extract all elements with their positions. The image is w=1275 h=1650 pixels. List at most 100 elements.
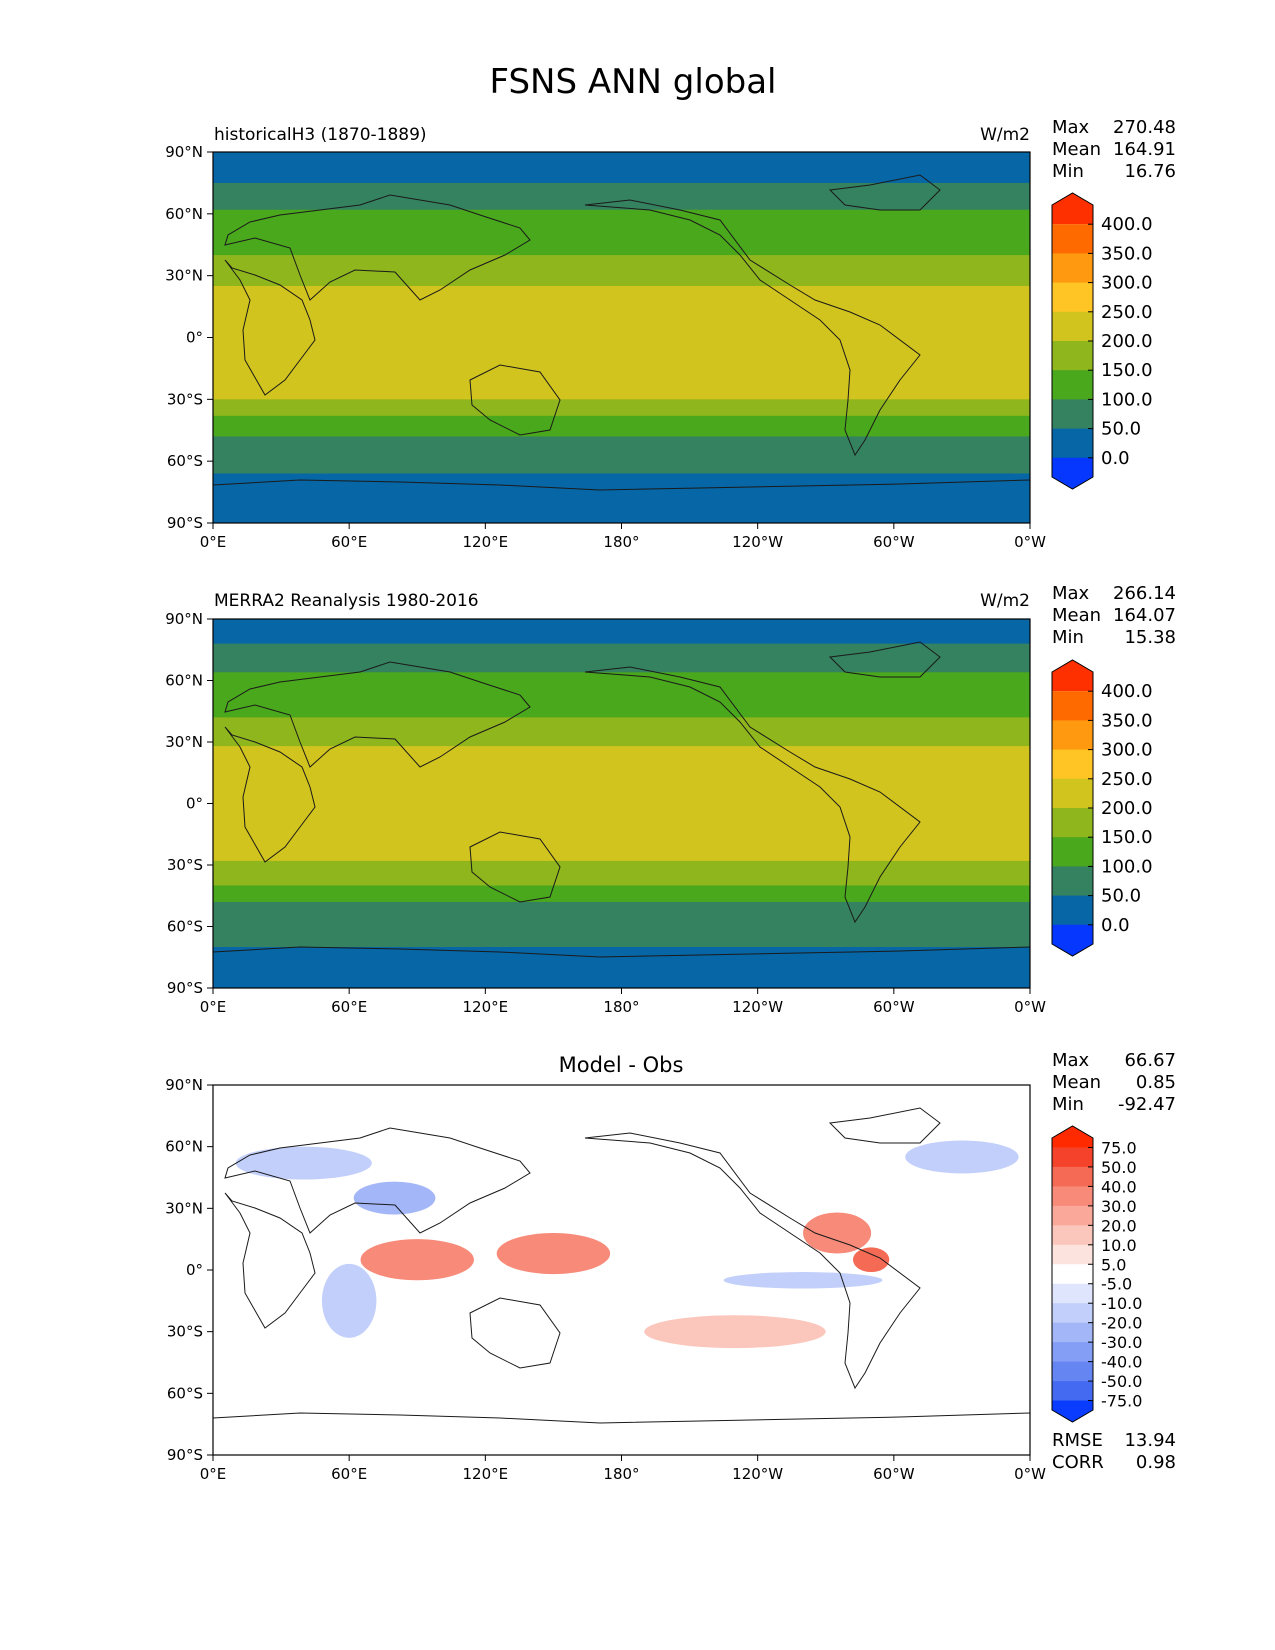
field-band: [213, 701, 1030, 718]
y-tick-label: 60°S: [167, 452, 203, 470]
anomaly-blob: [905, 1140, 1019, 1174]
colorbar-extend-low: [1052, 457, 1093, 489]
field-band: [213, 182, 1030, 211]
colorbar-label: 30.0: [1101, 1197, 1137, 1216]
colorbar-label: -20.0: [1101, 1314, 1142, 1333]
colorbar-label: 250.0: [1101, 302, 1153, 323]
stat-label: Max: [1052, 1050, 1090, 1071]
field-band: [213, 473, 1030, 523]
x-tick-label: 60°W: [873, 998, 915, 1016]
colorbar-outline: [1051, 659, 1094, 957]
colorbar-segment: [1052, 1283, 1093, 1304]
colorbar-segment: [1052, 866, 1093, 896]
y-tick-label: 30°S: [167, 856, 203, 874]
y-tick-label: 0°: [186, 1261, 203, 1279]
colorbar-extend-high: [1052, 1126, 1093, 1148]
colorbar-segment: [1052, 720, 1093, 750]
stat-label: Min: [1052, 1094, 1084, 1115]
stat-value: 66.67: [1124, 1050, 1176, 1071]
x-tick-label: 0°E: [200, 1465, 227, 1483]
y-tick-label: 30°N: [165, 1199, 203, 1217]
colorbar-segment: [1052, 895, 1093, 926]
colorbar-label: 150.0: [1101, 360, 1153, 381]
map-field: [213, 152, 1030, 523]
y-ticks: 90°N 60°N 30°N 0° 30°S 60°S 90°S: [165, 610, 213, 997]
colorbar-segment: [1052, 224, 1093, 254]
colorbar-label: 350.0: [1101, 243, 1153, 264]
colorbar-segment: [1052, 311, 1093, 342]
colorbar-segment: [1052, 691, 1093, 721]
x-tick-label: 60°E: [331, 998, 367, 1016]
colorbar-label: 100.0: [1101, 389, 1153, 410]
colorbar-segment: [1052, 1361, 1093, 1382]
y-tick-label: 30°S: [167, 1323, 203, 1341]
colorbar-segment: [1052, 341, 1093, 371]
colorbar-label: 150.0: [1101, 827, 1153, 848]
colorbar-extend-high: [1052, 193, 1093, 225]
corr-value: 0.98: [1136, 1452, 1176, 1473]
stat-label: Min: [1052, 627, 1084, 648]
colorbar-segment: [1052, 1264, 1093, 1285]
y-tick-label: 60°N: [165, 672, 203, 690]
y-tick-label: 30°N: [165, 733, 203, 751]
x-tick-label: 120°E: [463, 1465, 509, 1483]
stat-value: -92.47: [1118, 1094, 1176, 1115]
x-tick-label: 120°W: [732, 533, 783, 551]
colorbar: 75.050.040.030.020.010.05.0-5.0-10.0-20.…: [1051, 1125, 1142, 1423]
colorbar: 400.0 350.0 300.0 250.0 200.0 150.0 100.0 50.0 0…: [1051, 192, 1153, 490]
panel-title: MERRA2 Reanalysis 1980-2016: [214, 591, 479, 611]
field-band: [213, 415, 1030, 437]
figure-title: FSNS ANN global: [490, 62, 777, 102]
y-tick-label: 90°N: [165, 1076, 203, 1094]
y-tick-label: 90°N: [165, 610, 203, 628]
colorbar-segment: [1052, 1147, 1093, 1168]
x-tick-label: 0°W: [1014, 1465, 1046, 1483]
field-band: [213, 947, 1030, 988]
x-tick-label: 0°E: [200, 533, 227, 551]
field-band: [213, 717, 1030, 747]
stat-value: 15.38: [1124, 627, 1176, 648]
coastlines: [213, 174, 1030, 491]
colorbar-label: 400.0: [1101, 681, 1153, 702]
stats: Max 66.67 Mean 0.85 Min -92.47: [1052, 1050, 1176, 1115]
colorbar-label: 50.0: [1101, 886, 1141, 907]
colorbar-label: 250.0: [1101, 769, 1153, 790]
colorbar-segment: [1052, 370, 1093, 400]
stat-label: Max: [1052, 117, 1090, 138]
x-tick-label: 180°: [603, 533, 639, 551]
colorbar-label: 20.0: [1101, 1216, 1137, 1235]
colorbar: 400.0 350.0 300.0 250.0 200.0 150.0 100.0 50.0 0…: [1051, 659, 1153, 957]
colorbar-label: -10.0: [1101, 1294, 1142, 1313]
field-band: [213, 255, 1030, 287]
stat-label: Max: [1052, 583, 1090, 604]
field-band: [213, 152, 1030, 184]
colorbar-label: -5.0: [1101, 1275, 1132, 1294]
x-tick-label: 120°W: [732, 998, 783, 1016]
colorbar-extend-low: [1052, 1400, 1093, 1422]
colorbar-segment: [1052, 282, 1093, 313]
panel-historical: historicalH3 (1870-1889) W/m2 0°E 60°E 120…: [165, 117, 1176, 551]
stat-label: Min: [1052, 161, 1084, 182]
y-ticks: 90°N 60°N 30°N 0° 30°S 60°S 90°S: [165, 143, 213, 532]
field-band: [213, 746, 1030, 862]
colorbar-extend-low: [1052, 924, 1093, 956]
y-tick-label: 60°N: [165, 205, 203, 223]
colorbar-label: -75.0: [1101, 1392, 1142, 1411]
colorbar-segment: [1052, 1186, 1093, 1207]
field-band: [213, 619, 1030, 645]
colorbar-segment: [1052, 1322, 1093, 1343]
anomaly-blob: [321, 1263, 377, 1338]
colorbar-segment: [1052, 1303, 1093, 1324]
stat-value: 164.91: [1113, 139, 1176, 160]
colorbar-label: 300.0: [1101, 273, 1153, 294]
footer-stats: RMSE 13.94 CORR 0.98: [1052, 1430, 1176, 1473]
field-band: [213, 860, 1030, 886]
y-tick-label: 0°: [186, 329, 203, 347]
colorbar-label: 400.0: [1101, 214, 1153, 235]
x-tick-label: 120°E: [463, 998, 509, 1016]
panel-merra2: MERRA2 Reanalysis 1980-2016 W/m2 0°E 60°E…: [165, 583, 1176, 1016]
anomaly-blob: [852, 1247, 890, 1273]
coastlines: [213, 641, 1030, 958]
panel-title: Model - Obs: [559, 1053, 684, 1077]
stat-value: 0.85: [1136, 1072, 1176, 1093]
